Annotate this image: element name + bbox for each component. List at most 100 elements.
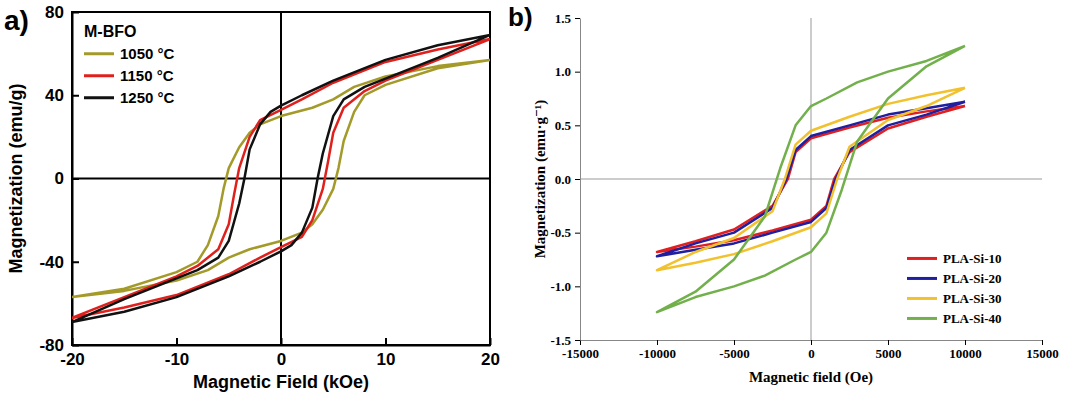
hysteresis-loop <box>72 39 490 318</box>
y-axis: -1.5 -1.0 -0.5 0.0 0.5 1.0 1.5 <box>550 11 580 348</box>
tick-mark <box>385 338 387 345</box>
x-axis: -15000 -10000 -5000 0 5000 10000 15000 <box>562 340 1059 361</box>
tick-label: 10000 <box>949 346 982 361</box>
tick-label: -40 <box>39 253 64 272</box>
tick: 20 <box>481 338 500 369</box>
tick-mark <box>176 338 178 345</box>
tick: 0 <box>808 340 815 361</box>
plot-area <box>657 46 965 312</box>
tick-mark <box>1042 340 1043 345</box>
tick-label: 15000 <box>1026 346 1059 361</box>
hysteresis-loop <box>657 102 965 257</box>
tick-label: 1.0 <box>555 64 571 79</box>
y-axis-title: Magnetization (emu/g) <box>6 84 26 274</box>
legend-label: PLA-Si-10 <box>943 251 1002 266</box>
tick-label: 5000 <box>876 346 902 361</box>
tick: 10000 <box>949 340 982 361</box>
panel: -15000 -10000 -5000 0 5000 10000 15000 -1.5 -1.0… <box>508 2 1059 386</box>
tick-label: 40 <box>45 86 64 105</box>
tick-label: 0 <box>55 169 64 188</box>
x-axis: -20-1001020 <box>60 338 500 369</box>
legend-swatch <box>907 277 937 280</box>
tick-label: 0 <box>277 350 286 369</box>
tick: 0 <box>55 169 79 188</box>
tick-label: 0.5 <box>555 118 572 133</box>
tick-label: 0.0 <box>555 172 571 187</box>
plot-frame <box>72 12 490 345</box>
tick-mark <box>734 340 735 345</box>
legend-label: PLA-Si-40 <box>943 311 1002 326</box>
panel-label: a) <box>4 5 29 36</box>
tick-mark <box>72 95 79 97</box>
tick-label: 80 <box>45 3 64 22</box>
tick: -40 <box>39 253 79 272</box>
legend-swatch <box>907 257 937 260</box>
tick-mark <box>72 12 79 14</box>
legend-swatch <box>84 52 114 55</box>
tick: -10000 <box>639 340 676 361</box>
tick: -10 <box>165 338 190 369</box>
tick-mark <box>72 178 79 180</box>
tick-label: -10000 <box>639 346 676 361</box>
legend-label: 1050 °C <box>120 45 175 62</box>
legend-label: 1150 °C <box>120 67 174 84</box>
tick-mark <box>575 72 580 73</box>
y-axis: -80 -40 0 40 80 <box>39 3 79 355</box>
tick-mark <box>575 340 580 341</box>
tick-mark <box>575 18 580 19</box>
tick: 1.5 <box>555 11 580 26</box>
tick: 40 <box>45 86 79 105</box>
legend-swatch <box>907 297 937 300</box>
hysteresis-loop <box>657 46 965 312</box>
tick-label: 10 <box>377 350 396 369</box>
legend-label: PLA-Si-20 <box>943 271 1002 286</box>
tick-mark <box>575 125 580 126</box>
tick: 0 <box>277 338 286 369</box>
tick-mark <box>575 233 580 234</box>
tick-mark <box>490 338 492 345</box>
tick-label: -10 <box>165 350 190 369</box>
hysteresis-loop <box>657 106 965 252</box>
tick-mark <box>657 340 658 345</box>
tick: -80 <box>39 336 79 355</box>
panel-label: b) <box>508 2 533 32</box>
hysteresis-loop <box>72 35 490 322</box>
tick-mark <box>965 340 966 345</box>
tick: -1.0 <box>550 279 580 294</box>
x-axis-title: Magnetic field (Oe) <box>749 369 873 386</box>
tick: 15000 <box>1026 340 1059 361</box>
y-axis-title: Magnetization (emu·g⁻¹) <box>532 100 549 259</box>
figure: -20-1001020-80-4004080Magnetic Field (kO… <box>0 0 1067 396</box>
tick: -1.5 <box>550 333 580 348</box>
tick-label: 20 <box>481 350 500 369</box>
legend-label: PLA-Si-30 <box>943 291 1002 306</box>
x-axis-title: Magnetic Field (kOe) <box>193 372 369 392</box>
legend-swatch <box>84 74 114 77</box>
tick: 0.5 <box>555 118 580 133</box>
hysteresis-loop <box>657 88 965 270</box>
legend-title: M-BFO <box>84 23 136 40</box>
tick: 1.0 <box>555 64 580 79</box>
tick-label: -1.0 <box>550 279 571 294</box>
tick-mark <box>72 261 79 263</box>
legend: M-BFO 1050 °C 1150 °C 1250 °C <box>84 23 175 106</box>
panel: -20-1001020-80-4004080Magnetic Field (kO… <box>4 3 500 392</box>
plot-area <box>72 35 490 322</box>
tick-label: -80 <box>39 336 64 355</box>
tick: 0.0 <box>555 172 580 187</box>
tick-label: -5000 <box>719 346 749 361</box>
axis-line <box>580 19 581 341</box>
tick-label: -15000 <box>562 346 599 361</box>
tick-label: 1.5 <box>555 11 572 26</box>
tick-label: -0.5 <box>550 225 571 240</box>
tick-mark <box>580 340 581 345</box>
legend: PLA-Si-10 PLA-Si-20 PLA-Si-30 PLA-Si-40 <box>907 251 1002 326</box>
legend-label: 1250 °C <box>120 89 175 106</box>
hysteresis-loop <box>72 60 490 297</box>
zero-line <box>72 178 490 180</box>
tick-mark <box>811 340 812 345</box>
tick: -0.5 <box>550 225 580 240</box>
tick: 5000 <box>876 340 902 361</box>
tick: -5000 <box>719 340 749 361</box>
zero-line <box>580 179 1042 180</box>
